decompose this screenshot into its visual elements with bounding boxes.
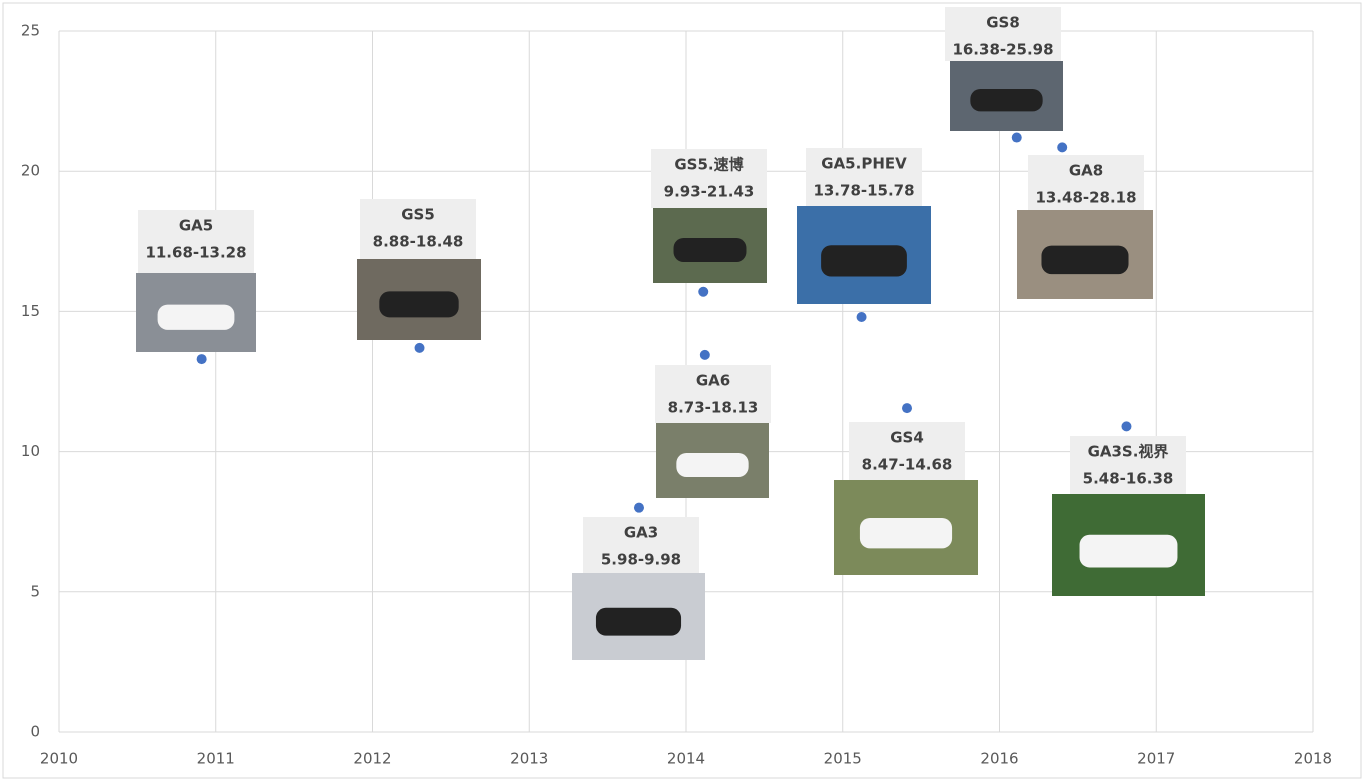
annotation-price: 8.88-18.48 (373, 233, 464, 251)
annotation-price: 13.48-28.18 (1035, 189, 1136, 207)
point (1011, 132, 1022, 143)
annotation-name: GA3S.视界 (1088, 443, 1169, 461)
annotation-name: GA5 (179, 217, 213, 235)
annotation-price: 9.93-21.43 (664, 183, 755, 201)
car-body (821, 245, 907, 277)
point (633, 502, 644, 513)
annotation-name: GA5.PHEV (821, 155, 907, 173)
x-tick-label: 2016 (980, 750, 1018, 768)
x-tick-label: 2011 (197, 750, 235, 768)
y-tick-label: 10 (21, 442, 40, 460)
annotation-box (945, 7, 1061, 61)
annotation-name: GA3 (624, 524, 658, 542)
annotation-name: GS5 (401, 206, 435, 224)
annotation-price: 8.47-14.68 (862, 456, 953, 474)
car-body (157, 304, 235, 330)
point (1057, 142, 1068, 153)
car-body (379, 291, 459, 318)
car-body (676, 453, 749, 477)
y-tick-label: 20 (21, 162, 40, 180)
annotation-box (651, 149, 767, 208)
annotation-box (583, 517, 699, 573)
annotation-price: 13.78-15.78 (813, 182, 914, 200)
point (1121, 421, 1132, 432)
x-tick-label: 2014 (667, 750, 705, 768)
annotation-box (138, 210, 254, 273)
annotation-name: GA8 (1069, 162, 1103, 180)
annotation-box (1070, 436, 1186, 494)
annotation-box (806, 148, 922, 206)
annotation-box (849, 422, 965, 480)
point (699, 349, 710, 360)
point (902, 403, 913, 414)
y-tick-label: 0 (30, 723, 40, 741)
annotation-box (655, 365, 771, 423)
x-tick-label: 2012 (353, 750, 391, 768)
y-tick-label: 5 (30, 582, 40, 600)
y-tick-label: 25 (21, 22, 40, 40)
point (698, 286, 709, 297)
annotation-name: GS5.速博 (674, 156, 743, 174)
annotation-name: GS4 (890, 429, 924, 447)
x-tick-label: 2018 (1294, 750, 1332, 768)
annotation-box (1028, 155, 1144, 210)
car-body (1079, 534, 1178, 568)
point (196, 354, 207, 365)
car-body (859, 518, 953, 549)
annotation-name: GS8 (986, 14, 1020, 32)
annotation-box (360, 199, 476, 259)
y-tick-label: 15 (21, 302, 40, 320)
x-tick-label: 2017 (1137, 750, 1175, 768)
car-body (1041, 245, 1129, 275)
car-body (595, 607, 682, 636)
annotation-price: 11.68-13.28 (145, 244, 246, 262)
annotation-price: 5.98-9.98 (601, 551, 681, 569)
annotation-price: 5.48-16.38 (1083, 470, 1174, 488)
x-tick-label: 2013 (510, 750, 548, 768)
point (856, 312, 867, 323)
annotation-price: 16.38-25.98 (952, 41, 1053, 59)
car-body (673, 238, 747, 262)
x-tick-label: 2010 (40, 750, 78, 768)
annotation-price: 8.73-18.13 (668, 399, 759, 417)
car-body (970, 89, 1043, 112)
x-tick-label: 2015 (824, 750, 862, 768)
point (414, 342, 425, 353)
annotation-name: GA6 (696, 372, 730, 390)
